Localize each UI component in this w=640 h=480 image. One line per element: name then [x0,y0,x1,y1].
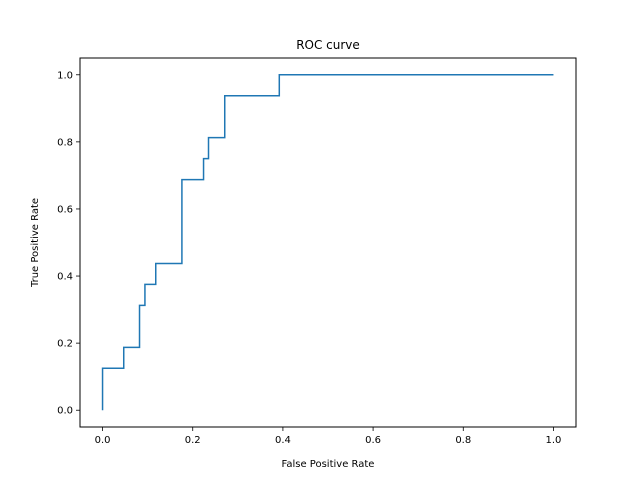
x-axis-label: False Positive Rate [282,459,375,470]
y-tick-label: 0.2 [57,339,73,350]
plot-area [101,74,554,411]
y-tick-label: 0.8 [57,137,73,148]
x-axis-ticks: 0.0 0.2 0.4 0.6 0.8 1.0 [95,427,562,446]
axes-frame [79,57,577,428]
y-tick-label: 0.4 [57,272,73,283]
y-axis-ticks: 0.0 0.2 0.4 0.6 0.8 1.0 [57,70,80,417]
chart-title: ROC curve [296,38,360,52]
x-tick-label: 0.6 [365,435,381,446]
y-tick-label: 0.6 [57,204,73,215]
x-tick-label: 1.0 [546,435,562,446]
y-tick-label: 1.0 [57,70,73,81]
x-tick-label: 0.2 [185,435,201,446]
x-tick-label: 0.8 [455,435,471,446]
x-tick-label: 0.0 [95,435,111,446]
y-tick-label: 0.0 [57,406,73,417]
y-axis-label: True Positive Rate [30,198,41,288]
x-tick-label: 0.4 [275,435,291,446]
roc-curve-line [101,74,554,411]
